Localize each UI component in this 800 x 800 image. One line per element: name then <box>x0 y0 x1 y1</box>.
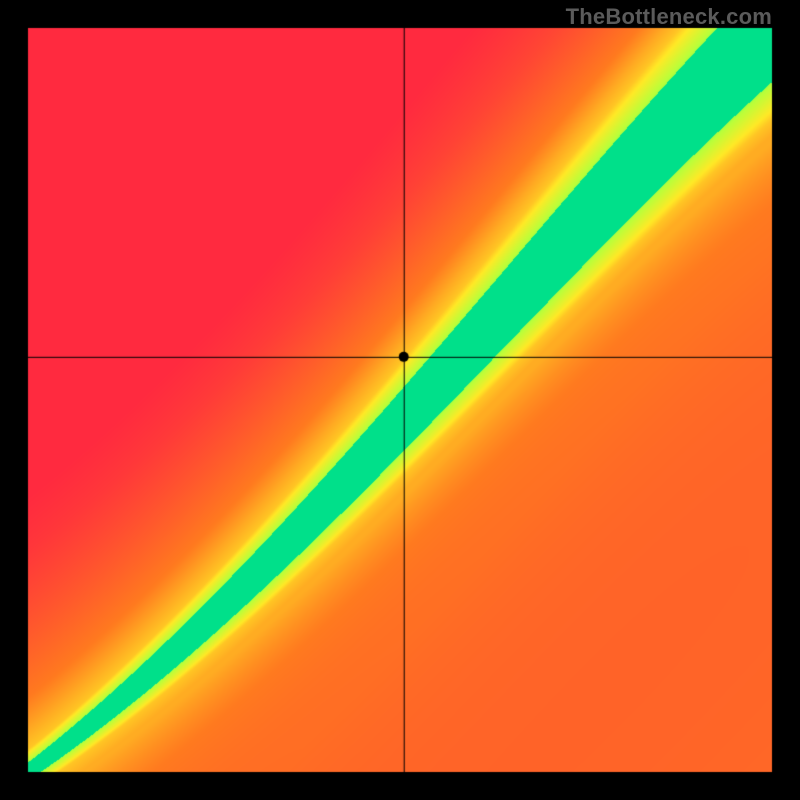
heatmap-canvas <box>0 0 800 800</box>
chart-frame: TheBottleneck.com <box>0 0 800 800</box>
watermark-text: TheBottleneck.com <box>566 4 772 30</box>
